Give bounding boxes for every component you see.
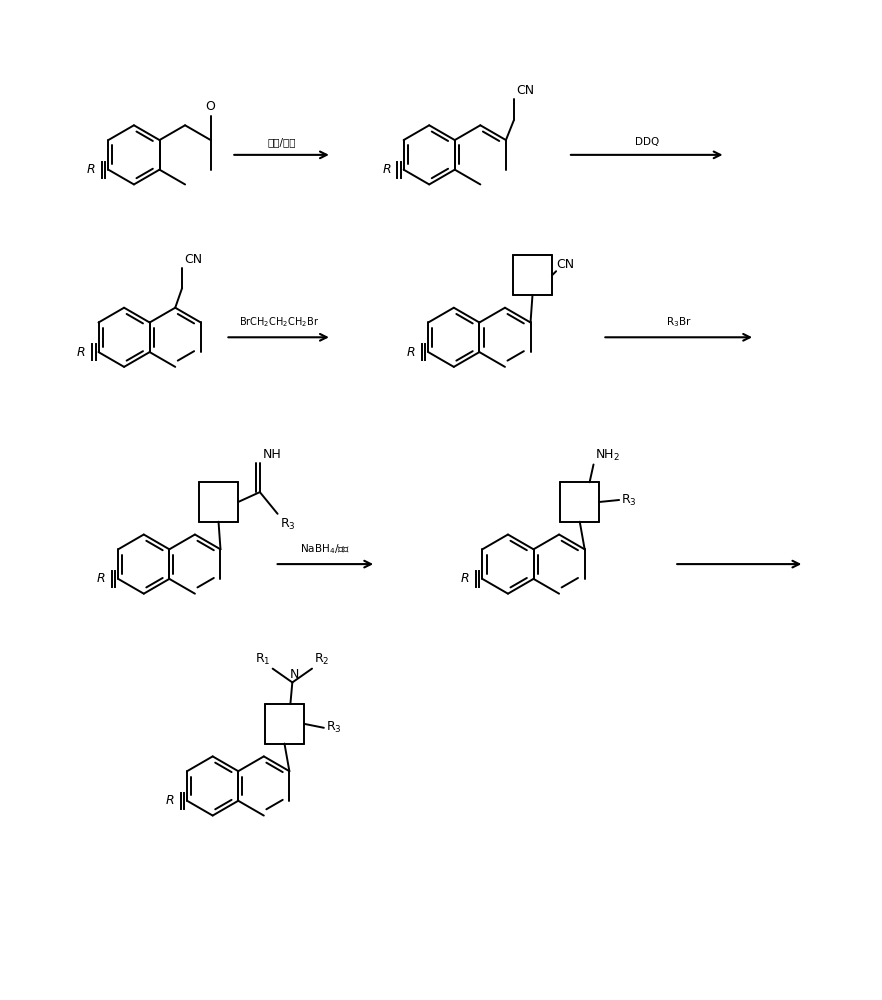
Text: R$_3$Br: R$_3$Br: [666, 316, 691, 329]
Text: R: R: [382, 163, 391, 176]
Text: R: R: [97, 572, 106, 585]
Text: O: O: [206, 100, 215, 113]
Text: R: R: [77, 346, 86, 359]
Text: BrCH$_2$CH$_2$CH$_2$Br: BrCH$_2$CH$_2$CH$_2$Br: [238, 316, 318, 329]
Text: R: R: [461, 572, 469, 585]
Text: R$_3$: R$_3$: [325, 720, 341, 735]
Text: R: R: [407, 346, 415, 359]
Text: CN: CN: [184, 253, 202, 266]
Text: NH$_2$: NH$_2$: [595, 447, 620, 463]
Text: R$_2$: R$_2$: [314, 652, 329, 667]
Text: NH: NH: [263, 448, 281, 461]
Text: 庚酸/苯胺: 庚酸/苯胺: [267, 137, 295, 147]
Text: R$_3$: R$_3$: [280, 517, 295, 532]
Text: NaBH$_4$/乙酸: NaBH$_4$/乙酸: [300, 542, 350, 556]
Text: N: N: [289, 668, 299, 681]
Text: DDQ: DDQ: [634, 137, 659, 147]
Text: R: R: [87, 163, 95, 176]
Text: R$_1$: R$_1$: [255, 652, 271, 667]
Text: R$_3$: R$_3$: [621, 492, 637, 508]
Text: CN: CN: [557, 258, 574, 271]
Text: R: R: [166, 794, 175, 807]
Text: CN: CN: [516, 84, 534, 97]
